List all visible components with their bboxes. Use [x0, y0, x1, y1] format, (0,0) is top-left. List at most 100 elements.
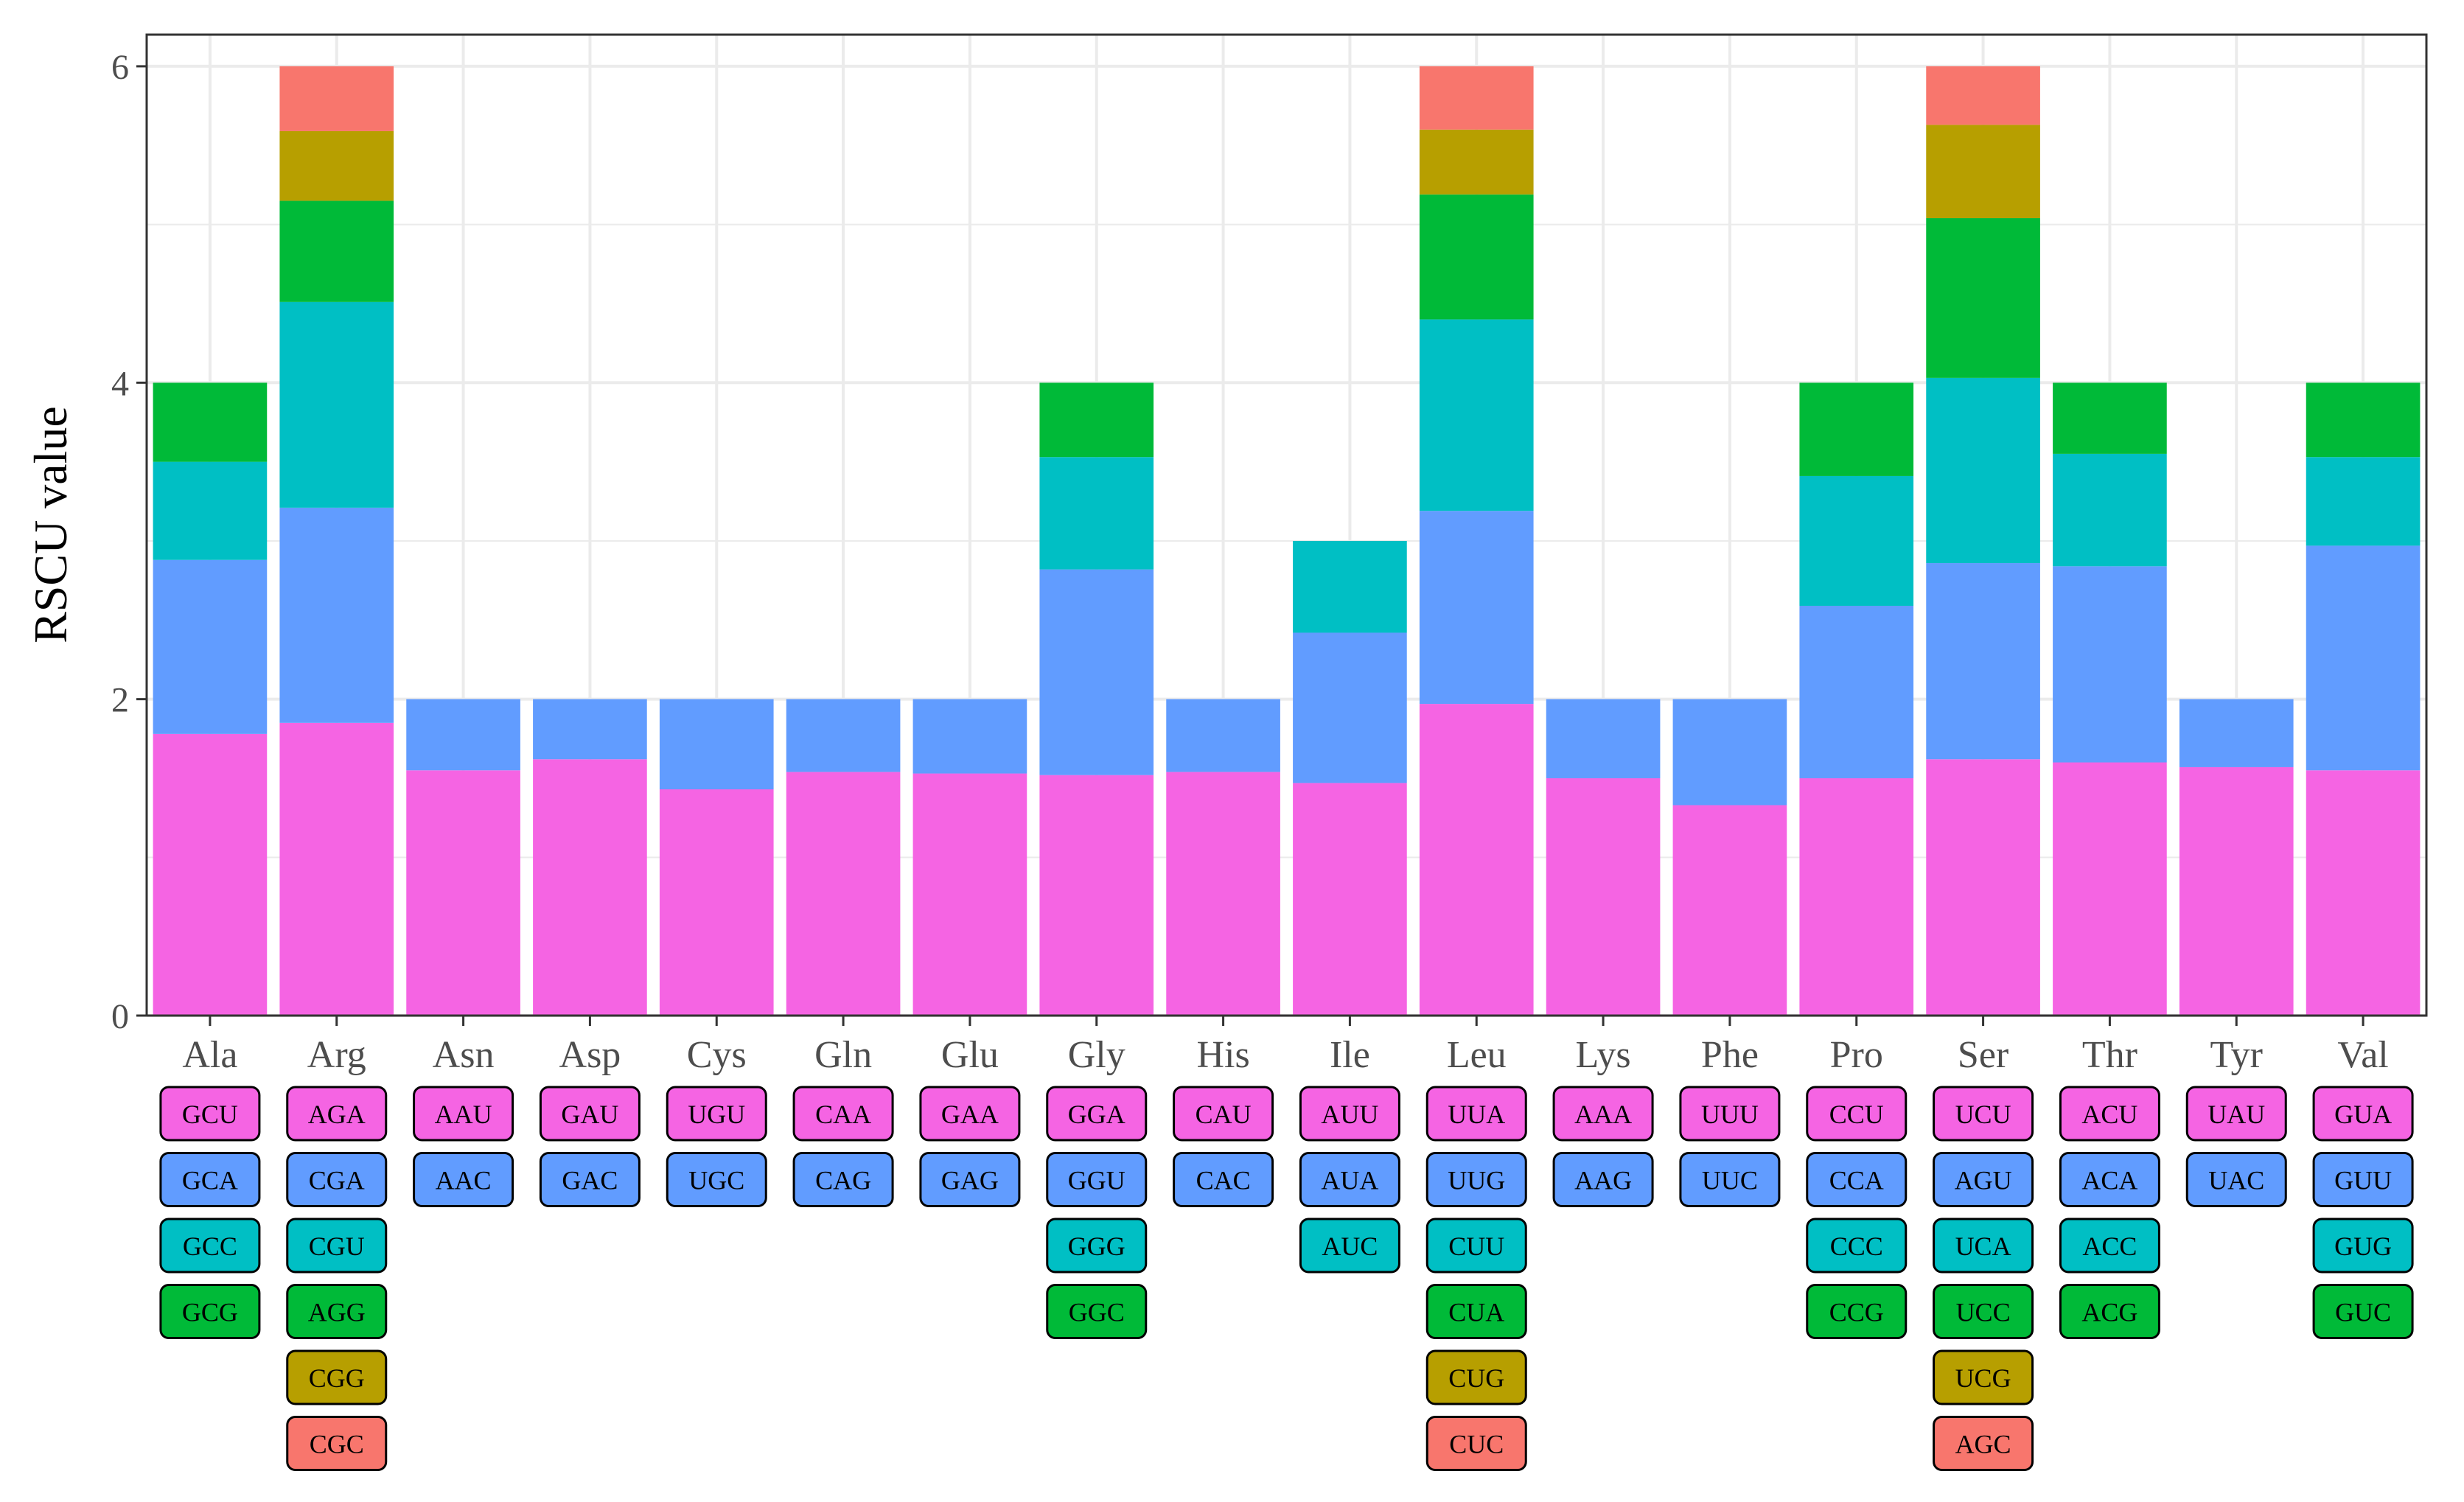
- codon-box-ggg: [1046, 1218, 1148, 1274]
- bar-segment-ile-aua: [1293, 632, 1407, 783]
- bar-segment-ser-agu: [1926, 563, 2040, 760]
- bar-segment-ser-uca: [1926, 377, 2040, 564]
- codon-label-cuc: CUC: [1449, 1430, 1504, 1459]
- x-tick-label-tyr: Tyr: [2210, 1034, 2263, 1076]
- codon-label-aga: AGA: [308, 1100, 366, 1129]
- codon-box-acg: [2059, 1284, 2160, 1339]
- bar-segment-leu-cua: [1419, 194, 1534, 320]
- codon-box-ucc: [1933, 1284, 2034, 1339]
- codon-label-uua: UUA: [1448, 1100, 1505, 1129]
- bar-segment-ser-ucc: [1926, 218, 2040, 378]
- bar-segment-thr-acg: [2053, 383, 2167, 454]
- codon-box-uug: [1425, 1152, 1527, 1207]
- codon-label-ccu: CCU: [1829, 1100, 1884, 1129]
- codon-box-gaa: [919, 1086, 1021, 1142]
- codon-label-agu: AGU: [1955, 1166, 2012, 1195]
- codon-box-cac: [1173, 1152, 1274, 1207]
- x-tick-label-val: Val: [2337, 1034, 2388, 1076]
- axis-ticks: 0 2 4 6: [111, 48, 2364, 1036]
- codon-box-acu: [2059, 1086, 2160, 1142]
- bar-segment-val-gug: [2306, 457, 2421, 546]
- bar-segment-leu-uua: [1419, 704, 1534, 1016]
- bar-segment-ala-gcg: [153, 383, 268, 462]
- x-tick-label-asn: Asn: [433, 1034, 495, 1076]
- panel-border: [145, 33, 2428, 1017]
- codon-label-uac: UAC: [2208, 1166, 2264, 1195]
- x-axis-labels: Ala Arg Asn Asp Cys Gln Glu Gly His Ile Leu Lys Phe P…: [182, 1034, 2388, 1076]
- bar-segment-leu-cuc: [1419, 66, 1534, 130]
- bar-segment-asp-gac: [533, 699, 647, 760]
- bar-segment-ala-gca: [153, 559, 268, 734]
- codon-label-cua: CUA: [1448, 1298, 1504, 1327]
- codon-box-aau: [413, 1086, 514, 1142]
- codon-label-auu: AUU: [1321, 1100, 1378, 1129]
- x-tick-label-gly: Gly: [1068, 1034, 1125, 1076]
- bar-segment-val-guu: [2306, 545, 2421, 771]
- bar-segment-arg-agg: [279, 200, 394, 302]
- bar-segment-ala-gcu: [153, 733, 268, 1016]
- bar-segment-gly-gga: [1039, 775, 1154, 1016]
- codon-box-aua: [1299, 1152, 1400, 1207]
- codon-label-gau: GAU: [561, 1100, 618, 1129]
- codon-label-aau: AAU: [435, 1100, 492, 1129]
- codon-label-aac: AAC: [436, 1166, 492, 1195]
- codon-label-caa: CAA: [815, 1100, 871, 1129]
- codon-box-cug: [1425, 1349, 1527, 1405]
- y-tick-label: 4: [111, 364, 129, 403]
- codon-label-ggc: GGC: [1069, 1298, 1125, 1327]
- bar-segment-his-cac: [1166, 699, 1280, 772]
- bar-segment-lys-aaa: [1546, 778, 1661, 1016]
- codon-label-aaa: AAA: [1574, 1100, 1632, 1129]
- codon-label-cuu: CUU: [1448, 1232, 1504, 1261]
- bar-segment-tyr-uau: [2179, 766, 2294, 1016]
- x-tick-label-his: His: [1196, 1034, 1249, 1076]
- codon-box-guc: [2312, 1284, 2414, 1339]
- codon-box-cag: [792, 1152, 894, 1207]
- codon-box-uac: [2185, 1152, 2287, 1207]
- codon-label-cau: CAU: [1196, 1100, 1252, 1129]
- panel-background: [147, 35, 2426, 1016]
- codon-box-ggc: [1046, 1284, 1148, 1339]
- bar-segment-cys-ugc: [659, 699, 774, 790]
- codon-box-caa: [792, 1086, 894, 1142]
- codon-label-gcg: GCG: [182, 1298, 238, 1327]
- codon-label-cac: CAC: [1196, 1166, 1251, 1195]
- codon-box-ccg: [1806, 1284, 1908, 1339]
- y-tick-label: 6: [111, 48, 129, 87]
- codon-box-gag: [919, 1152, 1021, 1207]
- codon-box-ugu: [666, 1086, 767, 1142]
- codon-box-cua: [1425, 1284, 1527, 1339]
- x-tick-label-phe: Phe: [1701, 1034, 1759, 1076]
- codon-label-ucc: UCC: [1956, 1298, 2011, 1327]
- bar-segment-ile-auu: [1293, 783, 1407, 1016]
- codon-box-guu: [2312, 1152, 2414, 1207]
- codon-label-agc: AGC: [1955, 1430, 2011, 1459]
- codon-box-gcg: [159, 1284, 261, 1339]
- bar-segment-phe-uuc: [1672, 699, 1787, 806]
- codon-label-ggu: GGU: [1068, 1166, 1125, 1195]
- codon-label-cgu: CGU: [309, 1232, 365, 1261]
- codon-label-guc: GUC: [2335, 1298, 2391, 1327]
- bar-segment-leu-cug: [1419, 129, 1534, 195]
- codon-box-ccu: [1806, 1086, 1908, 1142]
- y-tick-label: 0: [111, 997, 129, 1036]
- bar-segment-gln-cag: [786, 699, 901, 772]
- bar-segment-gly-ggc: [1039, 383, 1154, 458]
- codon-box-gcc: [159, 1218, 261, 1274]
- codon-label-uca: UCA: [1955, 1232, 2011, 1261]
- codon-box-agc: [1933, 1416, 2034, 1471]
- bar-segment-thr-acc: [2053, 453, 2167, 567]
- x-tick-label-gln: Gln: [814, 1034, 872, 1076]
- bar-segment-ser-ucg: [1926, 125, 2040, 219]
- codon-box-aag: [1552, 1152, 1654, 1207]
- codon-box-ggu: [1046, 1152, 1148, 1207]
- codon-box-cgc: [286, 1416, 388, 1471]
- x-tick-label-lys: Lys: [1576, 1034, 1631, 1076]
- bar-segment-gly-ggu: [1039, 569, 1154, 775]
- codon-box-ugc: [666, 1152, 767, 1207]
- codon-box-ccc: [1806, 1218, 1908, 1274]
- bar-segment-gly-ggg: [1039, 457, 1154, 570]
- x-tick-label-cys: Cys: [687, 1034, 747, 1076]
- bar-segment-arg-cga: [279, 507, 394, 723]
- x-tick-label-thr: Thr: [2082, 1034, 2137, 1076]
